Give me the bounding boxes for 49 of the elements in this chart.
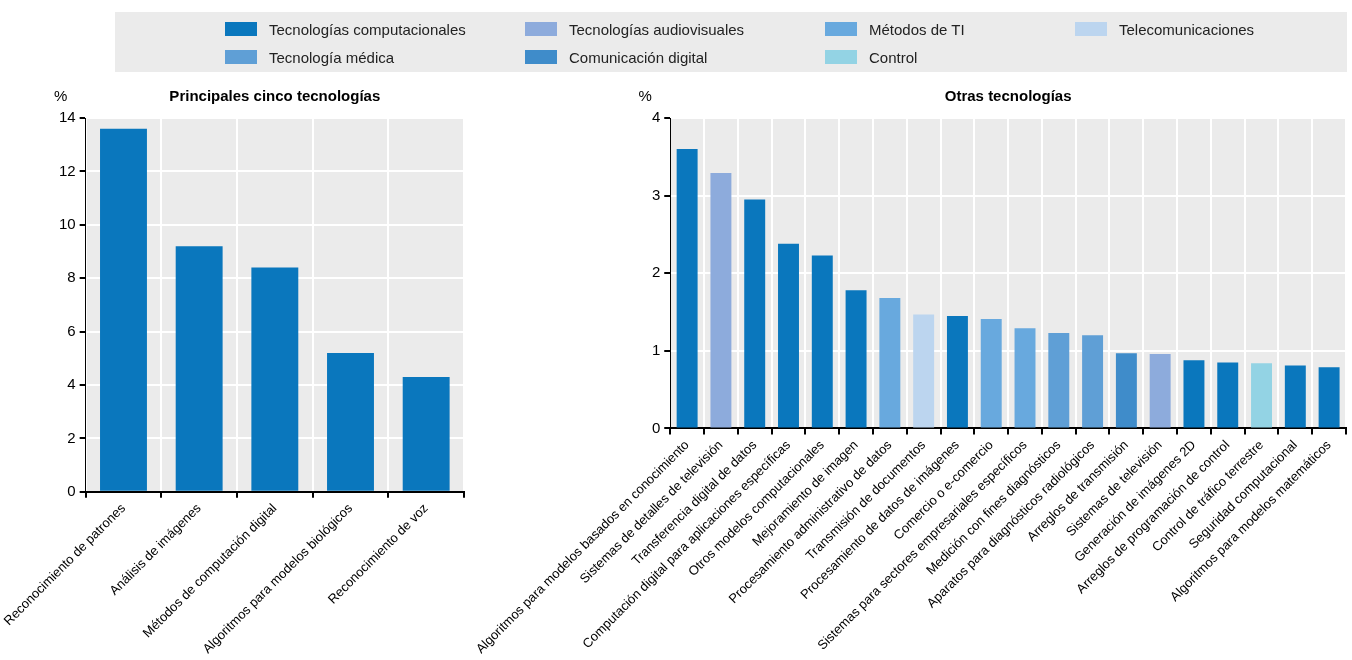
bar	[1048, 333, 1070, 428]
bar	[845, 290, 867, 428]
legend-label: Comunicación digital	[569, 48, 708, 66]
bar	[778, 243, 799, 428]
bar	[676, 149, 698, 428]
bar	[980, 319, 1002, 428]
y-tick-label: 1	[651, 341, 661, 359]
bar	[1115, 353, 1137, 428]
bar	[913, 314, 935, 428]
y-tick-label: 0	[67, 482, 76, 499]
bar	[1318, 367, 1340, 428]
bar	[710, 173, 732, 428]
legend-label: Tecnología médica	[269, 48, 395, 66]
y-tick-label: 14	[58, 108, 76, 126]
bar	[879, 298, 901, 428]
y-tick-label: 8	[67, 268, 76, 286]
bar	[1014, 328, 1036, 428]
bar	[1284, 365, 1306, 428]
y-tick-label: 4	[67, 375, 76, 393]
y-axis-title: %	[53, 86, 68, 104]
legend-label: Telecomunicaciones	[1119, 20, 1255, 38]
y-axis-title: %	[638, 86, 652, 104]
bar	[402, 377, 450, 491]
bar	[251, 267, 299, 491]
legend-label: Tecnologías audiovisuales	[569, 20, 745, 38]
y-tick-label: 4	[651, 108, 661, 126]
y-tick-label: 2	[651, 263, 661, 281]
bar	[744, 199, 766, 428]
bar	[100, 128, 147, 491]
bar	[1183, 360, 1205, 428]
chart-title: Otras tecnologías	[944, 86, 1072, 104]
y-tick-label: 6	[67, 321, 76, 339]
bar	[327, 353, 374, 491]
y-tick-label: 2	[67, 428, 76, 446]
legend-label: Control	[869, 48, 918, 66]
y-tick-label: 3	[651, 185, 661, 203]
y-tick-label: 10	[58, 214, 76, 232]
bar	[1251, 363, 1272, 428]
legend-label: Tecnologías computacionales	[269, 20, 466, 38]
bar	[1217, 362, 1239, 428]
y-tick-label: 0	[651, 418, 661, 436]
bar	[175, 246, 223, 491]
bar	[1082, 335, 1104, 428]
legend-label: Métodos de TI	[869, 20, 965, 38]
bar	[811, 255, 833, 428]
bar	[946, 315, 968, 428]
y-tick-label: 12	[58, 161, 76, 179]
bar	[1149, 353, 1171, 428]
chart-title: Principales cinco tecnologías	[169, 86, 381, 104]
